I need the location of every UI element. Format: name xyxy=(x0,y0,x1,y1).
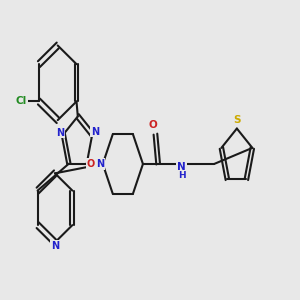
Text: N: N xyxy=(51,241,59,251)
Text: O: O xyxy=(149,120,158,130)
Text: O: O xyxy=(87,159,95,169)
Text: N: N xyxy=(57,128,65,138)
Text: S: S xyxy=(233,115,241,125)
Text: N: N xyxy=(96,159,104,169)
Text: H: H xyxy=(178,171,185,180)
Text: N: N xyxy=(177,162,186,172)
Text: Cl: Cl xyxy=(16,97,27,106)
Text: N: N xyxy=(91,127,99,137)
